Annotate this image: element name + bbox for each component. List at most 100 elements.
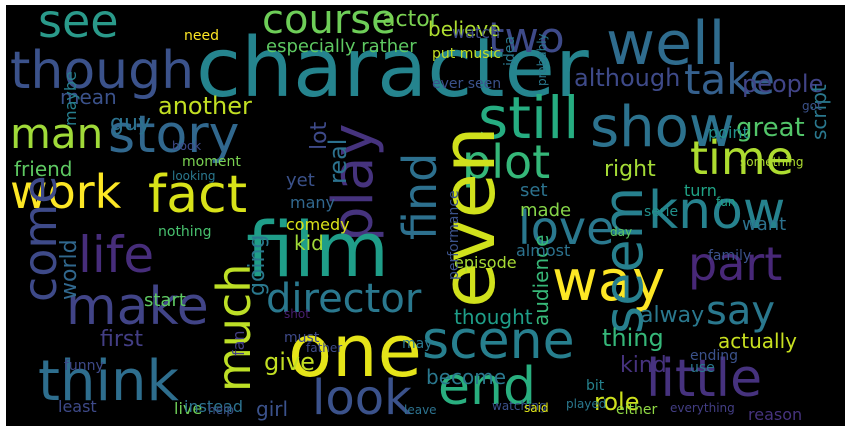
word: comedy — [286, 215, 350, 234]
word: made — [520, 200, 571, 221]
word: think — [38, 349, 180, 414]
word: say — [706, 288, 775, 334]
word: serie — [644, 204, 678, 220]
word: work — [10, 165, 122, 219]
word: watch — [452, 23, 500, 42]
word: moment — [182, 154, 241, 170]
word: right — [604, 157, 656, 182]
word: kid — [294, 231, 324, 255]
word: one — [288, 309, 422, 393]
word: although — [574, 64, 680, 92]
word: though — [10, 41, 194, 101]
word: see — [38, 0, 119, 48]
word: live — [174, 399, 202, 418]
word: funny — [64, 358, 104, 374]
word: even — [426, 126, 512, 308]
word: fan — [229, 330, 248, 356]
word: little — [646, 349, 762, 409]
word: love — [518, 201, 614, 255]
word: director — [266, 276, 422, 322]
word: help — [208, 403, 234, 417]
word: especially rather — [266, 36, 417, 57]
word: performance — [446, 190, 462, 280]
word: become — [426, 365, 506, 389]
words: character see course two well though take still… — [10, 0, 831, 426]
word: still — [478, 84, 579, 152]
word: great — [736, 113, 805, 143]
word: find — [393, 153, 447, 240]
word: actor — [382, 7, 440, 32]
word: maybe — [61, 71, 80, 126]
word: look — [312, 370, 412, 426]
word: need — [184, 28, 219, 44]
word: everything — [670, 401, 735, 415]
word: ending — [690, 348, 738, 364]
word: world — [57, 239, 82, 300]
word: believe — [428, 17, 501, 41]
word: make — [66, 277, 209, 337]
word: course — [262, 0, 396, 43]
word: seem — [592, 187, 655, 334]
word: time — [690, 131, 794, 185]
word: well — [606, 9, 725, 79]
word: put music — [432, 46, 501, 62]
word: point — [708, 123, 749, 142]
word: fun — [716, 195, 735, 209]
word: mean — [60, 85, 117, 109]
word: something — [740, 155, 804, 169]
word: real — [324, 139, 352, 184]
word: nothing — [158, 224, 211, 240]
word: episode — [454, 253, 517, 272]
word: friend — [14, 157, 73, 181]
word: lot — [307, 121, 332, 150]
word: start — [144, 290, 186, 311]
word: played — [566, 397, 606, 411]
word: fact — [148, 165, 247, 225]
word: guy — [110, 111, 151, 136]
word: two — [488, 13, 565, 62]
word: show — [590, 95, 735, 160]
word: way — [552, 249, 665, 314]
word: looking — [172, 169, 216, 183]
word: much — [207, 264, 261, 392]
word: film — [246, 205, 389, 294]
word: use — [690, 360, 715, 376]
word: said — [524, 401, 549, 415]
word: leave — [404, 403, 437, 417]
word: first — [100, 327, 143, 352]
word: got — [802, 99, 822, 113]
word: idea — [502, 36, 518, 66]
word: shot — [284, 307, 310, 321]
word: plot — [462, 135, 550, 189]
word: script — [807, 84, 831, 140]
word: life — [78, 226, 154, 284]
word: audience — [529, 235, 553, 326]
word: alway — [640, 303, 704, 328]
word: end — [438, 357, 536, 417]
word: story — [108, 105, 239, 165]
background — [6, 5, 845, 426]
word: man — [10, 109, 103, 158]
word: either — [616, 402, 657, 418]
word: book — [172, 139, 201, 153]
word: least — [58, 397, 97, 416]
word: yet — [286, 170, 315, 191]
word: bit — [586, 378, 605, 394]
word: ever seen — [432, 76, 501, 92]
word: actually — [718, 329, 797, 353]
word: family — [708, 248, 751, 264]
word: role — [594, 388, 639, 416]
word: almost — [516, 241, 570, 260]
word: must — [284, 330, 320, 346]
word: know — [648, 181, 785, 241]
word: thought — [454, 305, 533, 329]
word: people — [742, 70, 823, 98]
word: another — [158, 92, 252, 120]
word: watching — [492, 399, 547, 413]
word: many — [290, 193, 335, 212]
word: give — [264, 348, 315, 376]
word: father — [306, 341, 342, 355]
word: part — [688, 237, 782, 291]
word: probably — [535, 33, 549, 86]
